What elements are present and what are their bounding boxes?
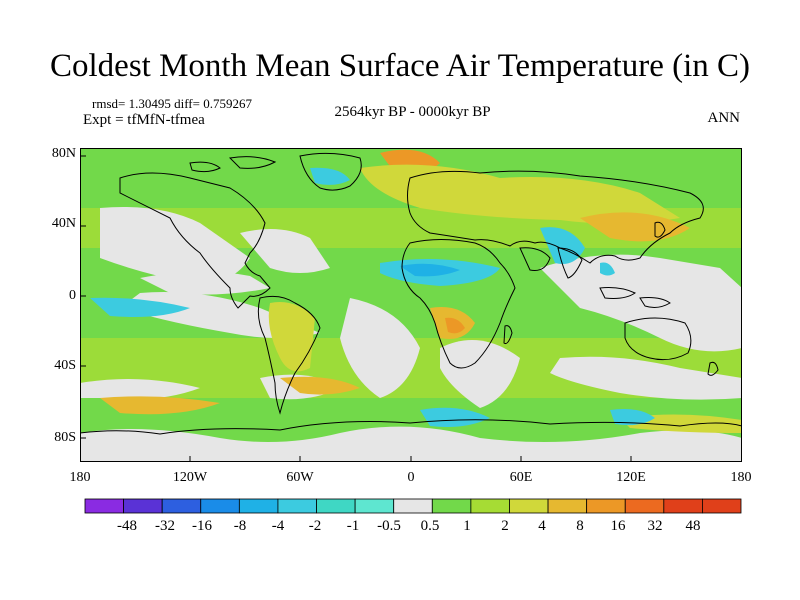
colorbar-swatch: [547, 498, 588, 514]
temperature-map: [80, 148, 742, 462]
x-axis-label: 0: [407, 470, 415, 485]
colorbar-label: 4: [538, 518, 546, 534]
coastline: [639, 297, 671, 308]
x-axis-label: 180: [730, 470, 752, 485]
colorbar-swatch: [431, 498, 472, 514]
field-patch: [550, 356, 742, 400]
colorbar-label: 16: [610, 518, 626, 534]
colorbar-swatch: [509, 498, 549, 514]
colorbar-swatch: [161, 498, 202, 514]
field-patch: [280, 376, 360, 395]
experiment-label: Expt = tfMfN-tfmea: [83, 112, 205, 128]
x-axis-label: 180: [69, 470, 91, 485]
coastline: [299, 152, 362, 191]
coastline: [228, 156, 277, 169]
y-axis-label: 80S: [54, 430, 76, 445]
coastline: [519, 247, 551, 271]
coastline: [407, 170, 704, 264]
x-axis-label: 60E: [509, 470, 533, 485]
field-patch: [90, 297, 190, 317]
colorbar-label: -8: [233, 518, 247, 534]
coastline: [189, 161, 221, 173]
colorbar-label: -32: [155, 518, 175, 534]
colorbar-label: -1: [346, 518, 360, 534]
y-axis-label: 0: [69, 288, 76, 303]
field-patch: [100, 207, 250, 284]
field-patch: [400, 263, 460, 277]
colorbar-swatch: [586, 498, 626, 514]
field-patch: [100, 396, 220, 415]
field-patch: [610, 409, 655, 426]
colorbar-swatch: [624, 498, 665, 514]
colorbar-label: 8: [576, 518, 584, 534]
colorbar-swatch: [84, 498, 124, 514]
colorbar-swatch: [238, 498, 279, 514]
coastline: [503, 325, 513, 344]
coastline: [80, 419, 742, 435]
field-patch: [240, 229, 330, 273]
x-axis-label: 60W: [286, 470, 314, 485]
x-axis-label: 120E: [616, 470, 646, 485]
colorbar-swatch: [393, 498, 433, 514]
season-label: ANN: [707, 110, 741, 126]
colorbar-label: -48: [117, 518, 137, 534]
y-axis-label: 40S: [54, 358, 76, 373]
colorbar-label: -0.5: [377, 518, 401, 534]
field-patch: [440, 340, 520, 408]
field-patch: [310, 167, 350, 185]
coastline: [624, 317, 692, 361]
coastline: [654, 221, 666, 238]
coastline: [119, 172, 271, 309]
colorbar-label: 32: [647, 518, 663, 534]
colorbar-label: -2: [308, 518, 322, 534]
chart-title: Coldest Month Mean Surface Air Temperatu…: [50, 48, 750, 84]
colorbar-label: -4: [271, 518, 285, 534]
coastline: [401, 239, 516, 369]
field-patch: [540, 254, 742, 352]
field-patch: [540, 227, 585, 264]
coastline: [257, 295, 321, 415]
field-patch: [80, 379, 200, 400]
field-patch: [340, 298, 420, 398]
colorbar-label: 2: [501, 518, 509, 534]
field-patch: [600, 262, 615, 276]
colorbar-label: 0.5: [420, 518, 440, 534]
coastline: [707, 361, 719, 376]
field-patch: [360, 164, 680, 224]
field-patch: [268, 302, 315, 372]
coastline: [557, 247, 583, 279]
colorbar-label: 1: [463, 518, 471, 534]
stats-line: rmsd= 1.30495 diff= 0.759267: [92, 96, 252, 111]
y-axis-label: 80N: [51, 146, 76, 161]
colorbar-swatch: [277, 498, 317, 514]
field-patch: [420, 407, 490, 427]
field-patch: [445, 317, 465, 334]
x-axis-label: 120W: [172, 470, 208, 485]
coastline: [599, 287, 636, 299]
colorbar: [84, 498, 742, 514]
colorbar-swatch: [316, 498, 356, 514]
colorbar-swatch: [702, 498, 742, 514]
colorbar-label: 48: [685, 518, 701, 534]
colorbar-swatch: [200, 498, 240, 514]
colorbar-swatch: [354, 498, 395, 514]
colorbar-label: -16: [192, 518, 212, 534]
y-axis-label: 40N: [51, 216, 76, 231]
colorbar-swatch: [123, 498, 163, 514]
field-patch: [80, 426, 742, 462]
field-patch: [140, 271, 270, 295]
colorbar-swatch: [470, 498, 510, 514]
colorbar-swatch: [663, 498, 703, 514]
period-label: 2564kyr BP - 0000kyr BP: [334, 104, 491, 120]
